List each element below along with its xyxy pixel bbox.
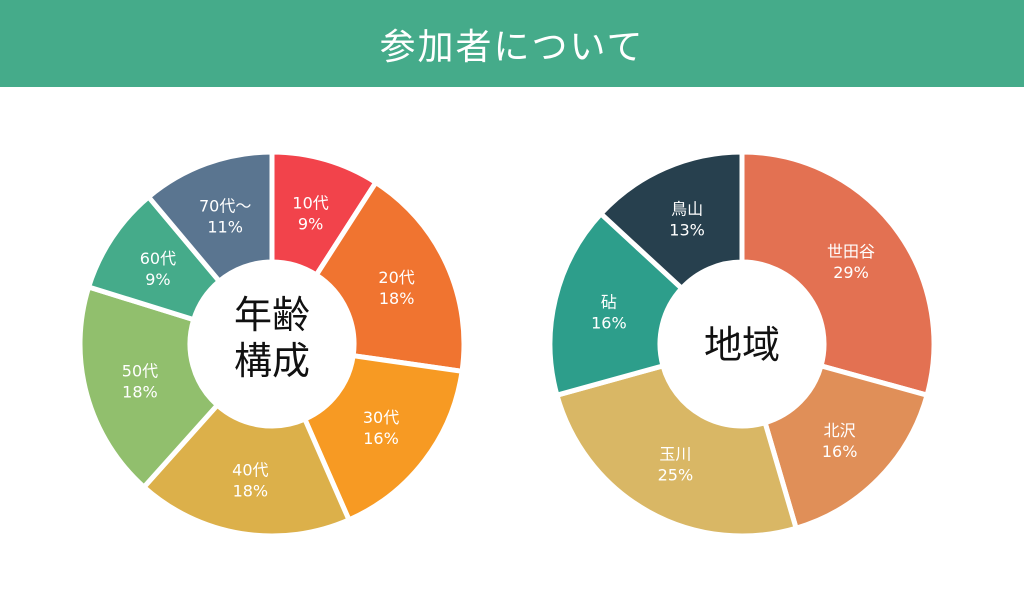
slice-value-label: 11% — [207, 217, 243, 236]
center-label: 地域 — [704, 323, 780, 367]
slice-category-label: 玉川 — [659, 445, 691, 464]
slice-value-label: 16% — [591, 314, 627, 333]
center-label: 年齢 — [234, 293, 310, 337]
slice-label: 70代〜 11% — [199, 196, 251, 236]
slice-label: 10代 9% — [292, 194, 328, 234]
slice-category-label: 40代 — [232, 460, 268, 479]
donut-slice — [739, 149, 937, 399]
slice-label: 玉川 25% — [658, 445, 694, 485]
donut-slice — [77, 283, 221, 491]
region-donut-chart: 世田谷 29% 北沢 16% 玉川 25% 砧 16% 鳥山 13% 地域 — [547, 149, 937, 539]
slice-value-label: 13% — [669, 220, 705, 239]
slice-category-label: 70代〜 — [199, 196, 251, 215]
slice-value-label: 25% — [658, 466, 694, 485]
donut-slice — [761, 362, 931, 532]
page-title: 参加者について — [379, 26, 645, 68]
slice-value-label: 18% — [233, 481, 269, 500]
slice-category-label: 30代 — [363, 408, 399, 427]
slice-label: 鳥山 13% — [669, 199, 705, 239]
page-header: 参加者について — [0, 0, 1024, 87]
slice-value-label: 16% — [363, 429, 399, 448]
slice-category-label: 20代 — [378, 268, 414, 287]
donut-slice — [301, 352, 465, 524]
slice-label: 30代 16% — [363, 408, 399, 448]
slice-label: 50代 18% — [122, 362, 158, 402]
slice-value-label: 18% — [379, 289, 415, 308]
slice-label: 北沢 16% — [822, 421, 858, 461]
donut-slice — [597, 149, 745, 292]
slice-category-label: 10代 — [292, 194, 328, 213]
donut-slice — [145, 149, 275, 285]
donut-slice — [140, 401, 353, 539]
age-donut-chart: 10代 9%20代 18%30代 16%40代 18%50代 18%60代 9%70代〜 11… — [77, 149, 467, 539]
slice-label: 40代 18% — [232, 460, 268, 500]
slice-label: 20代 18% — [378, 268, 414, 308]
slice-label: 砧 16% — [591, 293, 627, 333]
slice-category-label: 60代 — [140, 249, 176, 268]
donut-slice — [312, 179, 467, 375]
donut-slice — [553, 362, 800, 539]
slice-value-label: 9% — [145, 270, 170, 289]
slice-category-label: 50代 — [122, 362, 158, 381]
slice-label: 世田谷 29% — [827, 242, 875, 282]
slice-category-label: 砧 — [601, 293, 617, 312]
slice-value-label: 9% — [298, 215, 323, 234]
slice-value-label: 16% — [822, 442, 858, 461]
slice-category-label: 鳥山 — [671, 199, 703, 218]
center-label: 構成 — [234, 339, 310, 383]
slice-label: 60代 9% — [140, 249, 176, 289]
slice-category-label: 世田谷 — [827, 242, 875, 261]
slice-value-label: 29% — [833, 263, 869, 282]
slice-value-label: 18% — [122, 383, 158, 402]
slice-category-label: 北沢 — [824, 421, 856, 440]
